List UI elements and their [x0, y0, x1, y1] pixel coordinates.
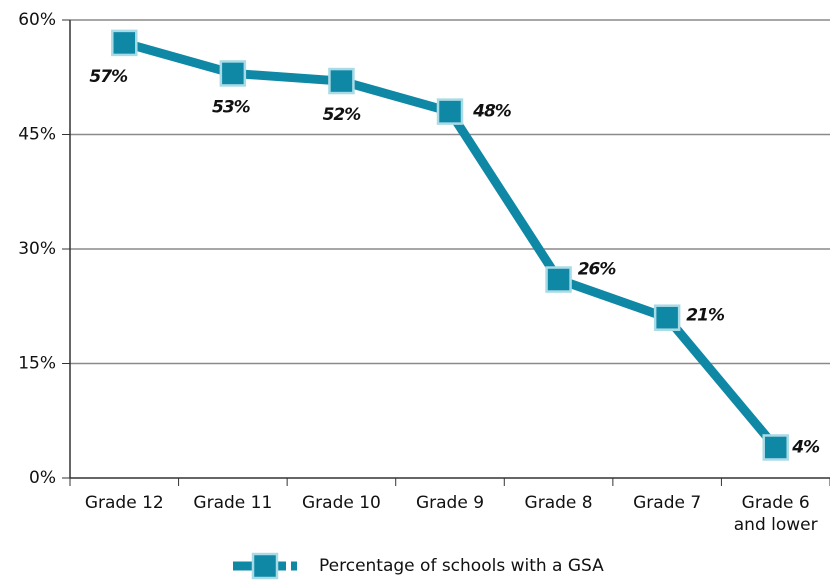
data-label: 52% — [323, 105, 362, 125]
data-label: 26% — [578, 260, 617, 280]
data-label: 21% — [686, 306, 725, 326]
y-tick-label: 0% — [29, 468, 56, 488]
marker — [653, 304, 681, 331]
x-tick-label: Grade 12 — [84, 493, 164, 513]
marker — [219, 60, 247, 87]
y-tick-label: 45% — [18, 125, 56, 145]
x-tick-label: Grade 7 — [633, 493, 702, 513]
marker — [328, 67, 355, 95]
marker — [762, 434, 789, 461]
legend-marker — [251, 552, 279, 580]
marker — [436, 98, 464, 125]
data-label: 48% — [472, 102, 512, 122]
legend-label: Percentage of schools with a GSA — [319, 556, 604, 576]
x-tick-label: Grade 8 — [524, 493, 593, 513]
data-label: 57% — [89, 67, 128, 87]
x-tick-label: Grade 11 — [193, 493, 273, 513]
marker — [545, 266, 572, 293]
x-tick-label: Grade 6 and lower — [733, 493, 818, 535]
marker — [111, 29, 138, 57]
x-tick-label: Grade 10 — [301, 493, 381, 513]
data-label: 53% — [212, 97, 251, 117]
x-tick-label: Grade 9 — [415, 493, 485, 513]
y-tick-label: 60% — [18, 10, 56, 30]
y-tick-label: 15% — [18, 354, 56, 374]
data-label: 4% — [791, 437, 820, 457]
y-tick-label: 30% — [18, 239, 56, 259]
